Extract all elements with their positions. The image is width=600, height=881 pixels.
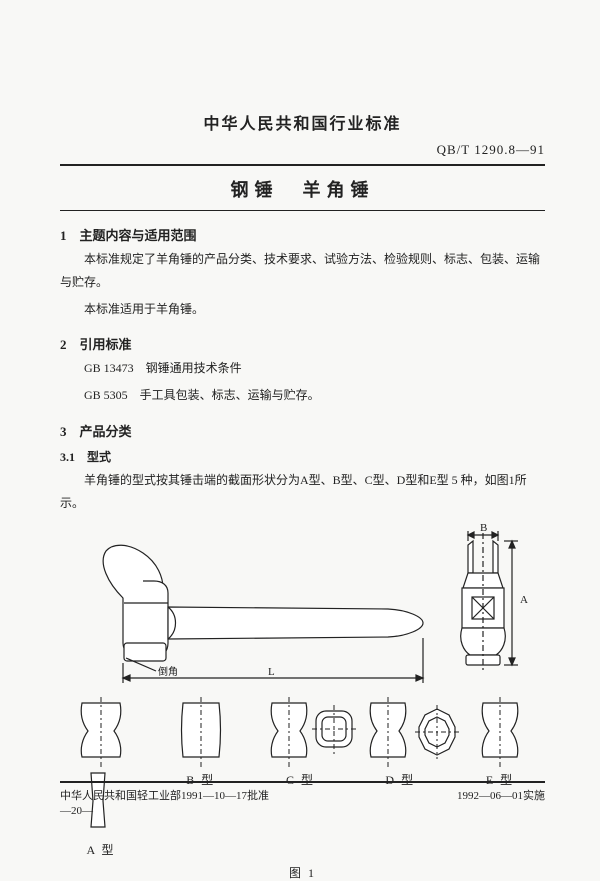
effective-text: 1992—06—01实施: [457, 787, 545, 803]
page-footer: 中华人民共和国轻工业部1991—10—17批准 1992—06—01实施 —20…: [60, 775, 545, 817]
page: 中华人民共和国行业标准 QB/T 1290.8—91 钢锤 羊角锤 1 主题内容…: [0, 0, 600, 849]
footer-rule: [60, 781, 545, 783]
figure-1: L 倒角: [60, 523, 545, 881]
doc-title: 钢锤 羊角锤: [60, 176, 545, 202]
dim-B-label: B: [480, 523, 487, 534]
chamfer-label: 倒角: [158, 666, 178, 678]
section-1-p1: 本标准规定了羊角锤的产品分类、技术要求、试验方法、检验规则、标志、包装、运输与贮…: [60, 248, 545, 294]
section-3-1-p1: 羊角锤的型式按其锤击端的截面形状分为A型、B型、C型、D型和E型 5 种，如图1…: [60, 469, 545, 515]
rule-top-heavy: [60, 164, 545, 166]
figure-1-main-svg: L 倒角: [68, 523, 538, 693]
rule-under-title: [60, 210, 545, 211]
section-2-heading: 2 引用标准: [60, 334, 545, 353]
standard-code: QB/T 1290.8—91: [60, 142, 545, 158]
section-2-ref1: GB 13473 钢锤通用技术条件: [84, 357, 545, 380]
page-number: —20—: [60, 805, 545, 817]
type-A-label: A 型: [66, 841, 136, 858]
section-1-p2: 本标准适用于羊角锤。: [60, 298, 545, 321]
section-1-heading: 1 主题内容与适用范围: [60, 225, 545, 244]
section-3-heading: 3 产品分类: [60, 421, 545, 440]
section-3-1-heading: 3.1 型式: [60, 448, 545, 465]
section-2-ref2: GB 5305 手工具包装、标志、运输与贮存。: [84, 384, 545, 407]
approver-text: 中华人民共和国轻工业部1991—10—17批准: [60, 787, 269, 803]
dim-L-label: L: [268, 666, 275, 678]
national-title: 中华人民共和国行业标准: [60, 110, 545, 134]
figure-1-caption: 图 1: [60, 864, 545, 881]
dim-A-label: A: [520, 594, 528, 606]
